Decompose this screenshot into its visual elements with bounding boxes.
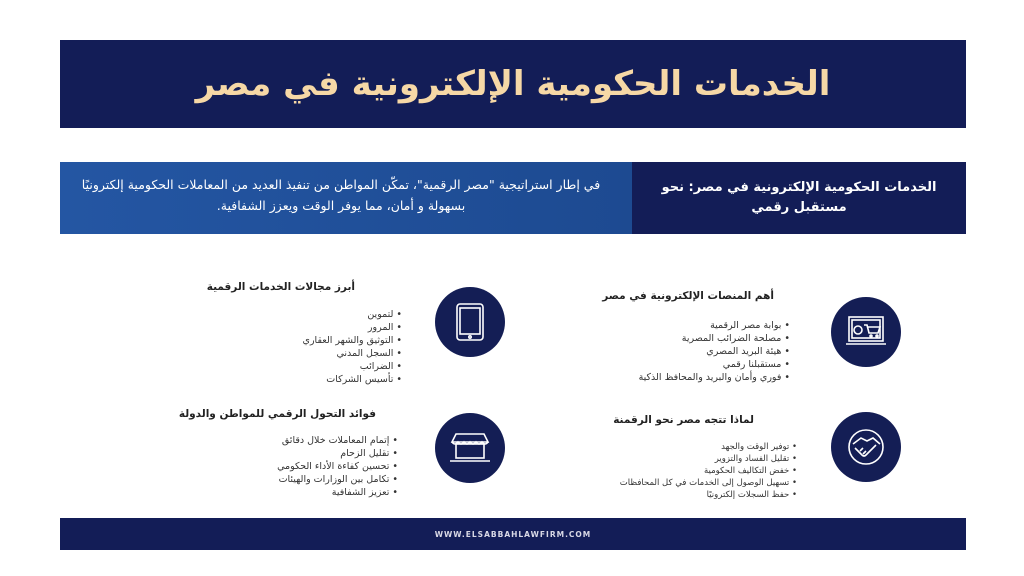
list-item: تقليل الزحام — [277, 447, 398, 460]
section-title: فوائد التحول الرقمي للمواطن والدولة — [178, 408, 376, 420]
footer-bar: WWW.ELSABBAHLAWFIRM.COM — [60, 518, 966, 550]
list-item: حفظ السجلات إلكترونيًا — [620, 489, 797, 501]
laptop-shopping-cart-icon — [831, 297, 901, 367]
list-item: مصلحة الضرائب المصرية — [639, 332, 790, 345]
intro-heading: الخدمات الحكومية الإلكترونية في مصر: نحو… — [632, 162, 966, 234]
intro-text: في إطار استراتيجية "مصر الرقمية"، تمكّن … — [60, 162, 632, 234]
list-item: إتمام المعاملات خلال دقائق — [277, 434, 398, 447]
list-item: تقليل الفساد والتزوير — [620, 453, 797, 465]
tablet-icon — [435, 287, 505, 357]
platforms-section: أهم المنصات الإلكترونية في مصر — [602, 290, 774, 302]
list-item: لتموين — [303, 308, 402, 321]
list-item: تكامل بين الوزارات والهيئات — [277, 473, 398, 486]
online-store-icon — [435, 413, 505, 483]
list-item: هيئة البريد المصري — [639, 345, 790, 358]
list-item: فوري وأمان والبريد والمحافظ الذكية — [639, 371, 790, 384]
benefits-section: فوائد التحول الرقمي للمواطن والدولة — [179, 408, 376, 420]
list-item: تأسيس الشركات — [303, 373, 402, 386]
list-item: مستقبلنا رقمي — [639, 358, 790, 371]
why-list: توفير الوقت والجهد تقليل الفساد والتزوير… — [620, 441, 797, 501]
list-item: المرور — [303, 321, 402, 334]
title-banner: الخدمات الحكومية الإلكترونية في مصر — [60, 40, 966, 128]
section-title: لماذا تتجه مصر نحو الرقمنة — [613, 414, 754, 426]
handshake-icon — [831, 412, 901, 482]
section-title: أبرز مجالات الخدمات الرقمية — [206, 281, 355, 293]
list-item: توفير الوقت والجهد — [620, 441, 797, 453]
footer-website: WWW.ELSABBAHLAWFIRM.COM — [434, 529, 592, 539]
list-item: تحسين كفاءة الأداء الحكومي — [277, 460, 398, 473]
page-title: الخدمات الحكومية الإلكترونية في مصر — [195, 64, 831, 104]
list-item: السجل المدني — [303, 347, 402, 360]
list-item: تسهيل الوصول إلى الخدمات في كل المحافظات — [620, 477, 797, 489]
benefits-list: إتمام المعاملات خلال دقائق تقليل الزحام … — [277, 434, 398, 499]
list-item: التوثيق والشهر العقاري — [303, 334, 402, 347]
list-item: تعزيز الشفافية — [277, 486, 398, 499]
list-item: الضرائب — [303, 360, 402, 373]
areas-list: لتموين المرور التوثيق والشهر العقاري الس… — [303, 308, 402, 386]
areas-section: أبرز مجالات الخدمات الرقمية — [207, 281, 355, 293]
platforms-list: بوابة مصر الرقمية مصلحة الضرائب المصرية … — [639, 319, 790, 384]
list-item: خفض التكاليف الحكومية — [620, 465, 797, 477]
section-title: أهم المنصات الإلكترونية في مصر — [602, 290, 774, 302]
list-item: بوابة مصر الرقمية — [639, 319, 790, 332]
why-section: لماذا تتجه مصر نحو الرقمنة — [613, 414, 754, 426]
